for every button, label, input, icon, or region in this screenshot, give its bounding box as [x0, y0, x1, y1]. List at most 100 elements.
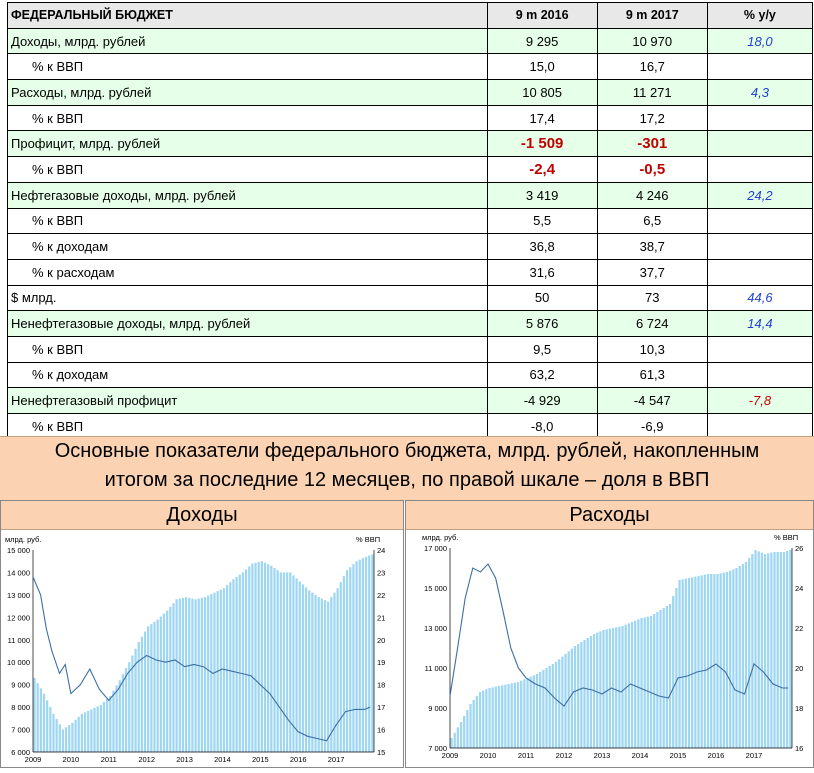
bar	[678, 580, 681, 748]
bar	[561, 656, 564, 748]
row-value-2017: 10 970	[596, 27, 708, 55]
bar	[197, 598, 200, 752]
bar	[64, 727, 68, 752]
x-tick-label: 2014	[214, 755, 231, 764]
row-value-2016: 63,2	[486, 361, 598, 389]
bar	[665, 606, 668, 748]
bar	[320, 598, 323, 752]
row-value-yy: -7,8	[706, 387, 814, 414]
bar	[744, 562, 748, 748]
bar	[554, 662, 558, 748]
revenue-chart-title: Доходы	[1, 501, 403, 530]
bar	[46, 700, 49, 752]
bar	[134, 648, 137, 752]
left-tick-label: 9 000	[428, 704, 447, 713]
bar	[58, 724, 61, 752]
bar	[551, 664, 554, 748]
x-tick-label: 2014	[632, 751, 649, 760]
bar	[700, 575, 703, 748]
row-label: % к доходам	[7, 361, 488, 389]
bar	[118, 680, 121, 752]
row-label: Профицит, млрд. рублей	[7, 130, 488, 158]
left-tick-label: 9 000	[11, 681, 30, 690]
table-row: % к расходам 31,6 37,7	[7, 258, 814, 286]
bar	[87, 710, 90, 752]
header-2017: 9 m 2017	[596, 2, 708, 29]
bar	[539, 672, 542, 748]
bar	[68, 725, 71, 752]
right-tick-label: 21	[377, 613, 385, 622]
bar	[516, 682, 520, 748]
row-value-yy	[706, 361, 814, 389]
bar	[342, 576, 346, 752]
right-tick-label: 19	[377, 658, 385, 667]
expense-chart: млрд. руб. % ВВП 7 000 9 000 11 000 13 000 15 …	[422, 533, 803, 760]
bar	[672, 596, 675, 748]
bar	[106, 698, 109, 752]
table-row: % к ВВП -2,4 -0,5	[7, 156, 814, 183]
x-tick-label: 2013	[594, 751, 611, 760]
bar	[741, 564, 744, 748]
bar	[577, 644, 580, 748]
bar	[368, 555, 371, 752]
row-value-yy	[706, 233, 814, 260]
row-value-2017: 6,5	[596, 207, 708, 235]
right-tick-label: 16	[377, 726, 385, 735]
row-value-2016: 5 876	[486, 310, 598, 337]
bar	[80, 713, 84, 752]
bar	[311, 592, 314, 752]
row-value-2017: 10,3	[596, 335, 708, 363]
bar	[52, 713, 55, 752]
right-tick-label: 24	[377, 546, 385, 555]
row-value-2017: 17,2	[596, 104, 708, 132]
row-label: % к ВВП	[7, 156, 488, 183]
bar	[175, 599, 178, 752]
bar	[235, 576, 238, 752]
bar	[304, 587, 308, 752]
table-row: Доходы, млрд. рублей 9 295 10 970 18,0	[7, 27, 814, 55]
row-label: % к ВВП	[7, 53, 488, 81]
bar	[345, 570, 349, 752]
bar	[611, 628, 615, 748]
right-tick-label: 22	[795, 624, 803, 633]
x-tick-label: 2013	[176, 755, 193, 764]
table-row: Ненефтегазовые доходы, млрд. рублей 5 876…	[7, 310, 814, 337]
row-value-2017: -4 547	[596, 387, 708, 414]
row-value-yy	[706, 413, 814, 440]
bar	[147, 626, 150, 752]
bar	[488, 688, 491, 748]
row-label: % к ВВП	[7, 413, 488, 440]
bar	[564, 654, 567, 748]
bar	[757, 551, 760, 748]
header-title: ФЕДЕРАЛЬНЫЙ БЮДЖЕТ	[7, 2, 488, 29]
bar	[719, 573, 722, 748]
bar	[279, 572, 282, 752]
right-tick-label: 24	[795, 584, 803, 593]
row-value-yy	[706, 207, 814, 235]
bar	[109, 695, 112, 752]
bar	[599, 631, 602, 748]
row-label: % к ВВП	[7, 207, 488, 235]
bar	[589, 636, 592, 748]
bar	[282, 572, 286, 752]
bar	[42, 693, 46, 752]
x-tick-label: 2010	[63, 755, 80, 764]
bar	[150, 624, 153, 752]
bar	[36, 683, 39, 752]
bar	[738, 566, 741, 748]
bar	[226, 585, 229, 752]
right-tick-label: 18	[377, 681, 385, 690]
bar	[776, 552, 779, 748]
bar	[735, 568, 738, 748]
bar	[583, 640, 586, 748]
bar	[210, 594, 213, 752]
bar	[640, 618, 643, 748]
bar	[124, 668, 128, 752]
right-tick-label: 26	[795, 544, 803, 553]
bar	[166, 610, 169, 752]
left-tick-label: 8 000	[11, 703, 30, 712]
left-tick-label: 7 000	[11, 726, 30, 735]
bar	[535, 674, 539, 748]
x-tick-label: 2017	[328, 755, 345, 764]
bar	[659, 610, 662, 748]
